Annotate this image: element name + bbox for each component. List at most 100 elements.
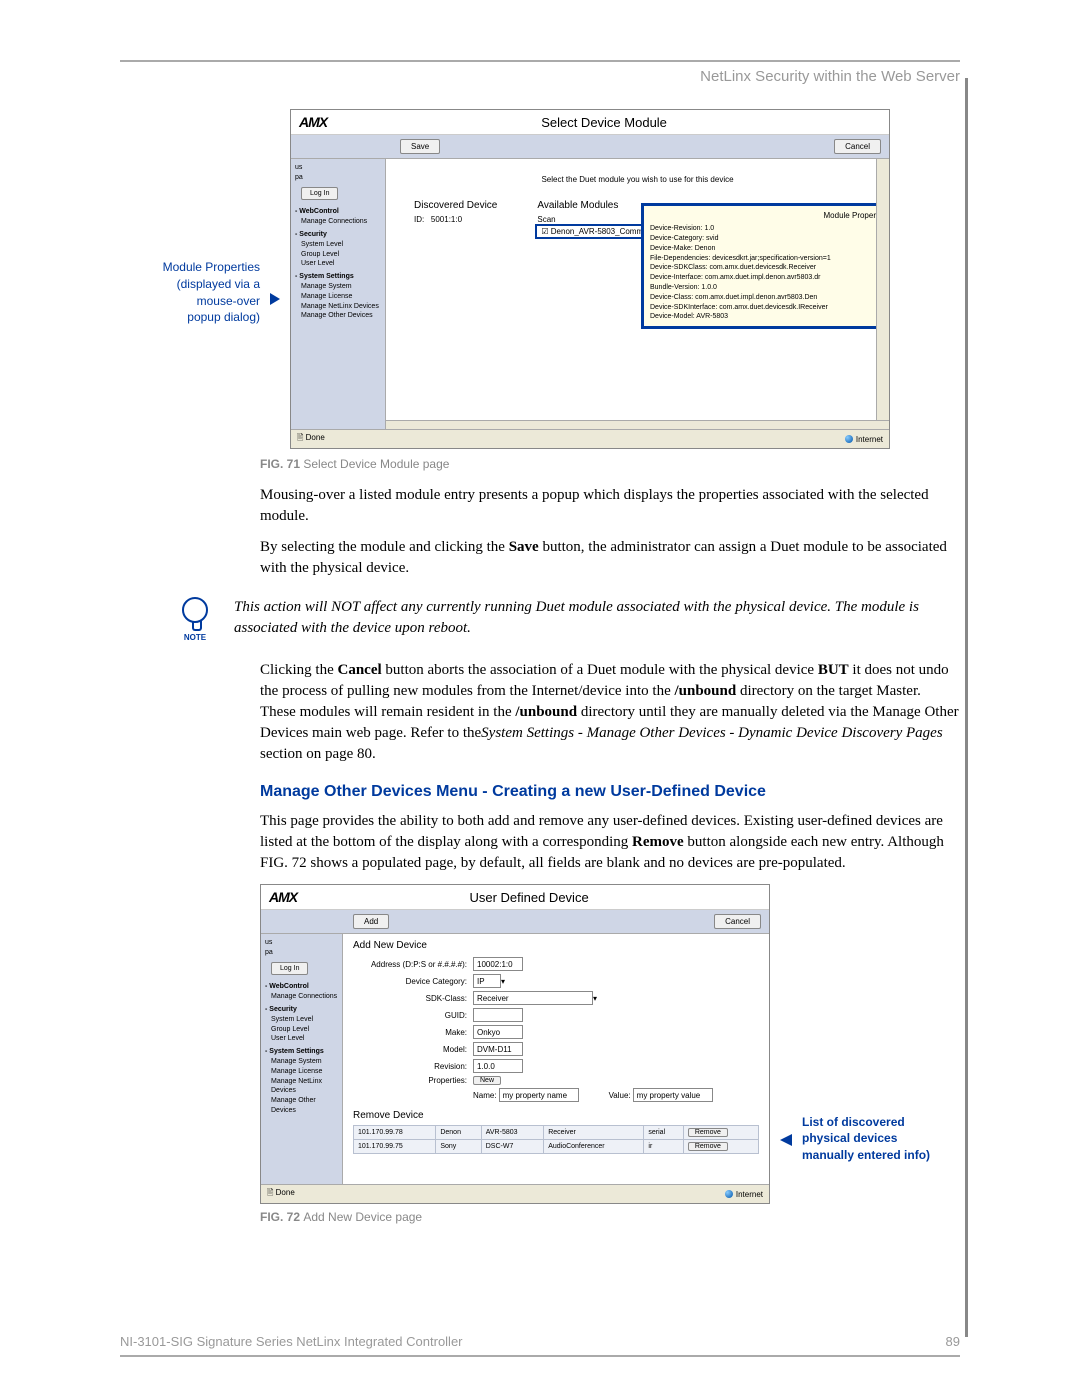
device-id: 5001:1:0 [431,215,462,224]
popup-line: Device-SDKClass: com.amx.duet.devicesdk.… [650,263,876,273]
callout-device-list: List of discovered physical devices manu… [802,1114,960,1164]
sidebar-item[interactable]: Manage Other Devices [265,1096,338,1116]
sidebar-cat[interactable]: - WebControl [295,207,381,217]
sidebar-item[interactable]: User Level [295,259,381,269]
scan-label: Scan [537,215,555,224]
lightbulb-icon [182,597,208,623]
callout-arrow-icon [780,1134,792,1146]
sidebar-item[interactable]: Group Level [265,1025,338,1035]
module-entry[interactable]: ☑ Denon_AVR-5803_Comm.jar [537,226,658,237]
callout-module-properties: Module Properties (displayed via a mouse… [120,259,260,326]
guid-input[interactable] [473,1008,523,1022]
main-panel: Select the Duet module you wish to use f… [386,159,889,433]
sidebar-cat[interactable]: - Security [265,1005,338,1015]
sidebar-item[interactable]: System Level [265,1015,338,1025]
callout-line: popup dialog) [120,309,260,326]
save-button[interactable]: Save [400,139,440,154]
popup-line: Device-Interface: com.amx.duet.impl.deno… [650,273,876,283]
module-properties-popup: Module Proper Device-Revision: 1.0 Devic… [643,205,883,327]
sidebar-item[interactable]: Manage Connections [265,992,338,1002]
figure-71-block: Module Properties (displayed via a mouse… [120,109,960,449]
login-button[interactable]: Log In [301,187,338,201]
callout-line: Module Properties [120,259,260,276]
add-new-device-title: Add New Device [353,940,759,951]
sidebar-cat[interactable]: - Security [295,230,381,240]
screenshot-select-device-module: AMX Select Device Module Save Cancel usp… [290,109,890,449]
make-input[interactable]: Onkyo [473,1025,523,1039]
body-paragraph: By selecting the module and clicking the… [260,537,960,579]
category-select[interactable]: IP [473,974,501,988]
page-shadow [965,78,968,1337]
popup-line: Device-SDKInterface: com.amx.duet.device… [650,303,876,313]
new-property-button[interactable]: New [473,1076,501,1085]
body-paragraph: Clicking the Cancel button aborts the as… [260,660,960,765]
status-internet: Internet [845,432,883,446]
sidebar-item[interactable]: Manage System [265,1057,338,1067]
figure-72-block: AMX User Defined Device Add Cancel uspa … [260,884,960,1204]
popup-line: Device-Category: svid [650,234,876,244]
sidebar-item[interactable]: Manage License [265,1067,338,1077]
table-row: 101.170.99.78DenonAVR-5803Receiverserial… [354,1126,759,1140]
callout-arrow-icon [270,293,280,305]
cancel-button[interactable]: Cancel [714,914,761,929]
revision-input[interactable]: 1.0.0 [473,1059,523,1073]
table-row: 101.170.99.75SonyDSC-W7AudioConferenceri… [354,1140,759,1154]
field-label: SDK-Class: [353,994,473,1003]
status-done: 🖹 Done [297,432,325,446]
remove-device-title: Remove Device [353,1110,759,1121]
scrollbar-vertical[interactable] [876,159,889,433]
body-paragraph: Mousing-over a listed module entry prese… [260,485,960,527]
field-label: Make: [353,1028,473,1037]
remove-button[interactable]: Remove [688,1142,728,1151]
sidebar-cat[interactable]: - System Settings [295,272,381,282]
note-block: NOTE This action will NOT affect any cur… [180,597,960,642]
sidebar-item[interactable]: User Level [265,1034,338,1044]
sidebar-item[interactable]: Group Level [295,250,381,260]
model-input[interactable]: DVM-D11 [473,1042,523,1056]
status-done: 🖹 Done [267,1187,295,1201]
sidebar-item[interactable]: Manage NetLinx Devices [265,1077,338,1097]
popup-line: Device-Revision: 1.0 [650,224,876,234]
prop-value-input[interactable]: my property value [633,1088,713,1102]
note-text: This action will NOT affect any currentl… [234,597,960,639]
page-number: 89 [946,1334,960,1349]
field-label: Revision: [353,1062,473,1071]
sidebar-item[interactable]: Manage Other Devices [295,311,381,321]
field-label: Properties: [353,1076,473,1085]
popup-line: Device-Model: AVR-5803 [650,312,876,322]
page-footer: NI-3101-SIG Signature Series NetLinx Int… [120,1334,960,1357]
add-button[interactable]: Add [353,914,389,929]
device-table: 101.170.99.78DenonAVR-5803Receiverserial… [353,1125,759,1154]
sidebar-item[interactable]: Manage License [295,292,381,302]
page-header: NetLinx Security within the Web Server [120,60,960,85]
login-button[interactable]: Log In [271,962,308,976]
popup-title: Module Proper [650,210,876,221]
field-label: Model: [353,1045,473,1054]
prop-name-input[interactable]: my property name [499,1088,579,1102]
popup-line: Device-Make: Denon [650,244,876,254]
remove-button[interactable]: Remove [688,1128,728,1137]
sidebar-cat[interactable]: - WebControl [265,982,338,992]
sdk-class-select[interactable]: Receiver [473,991,593,1005]
figure-72-caption: FIG. 72 Add New Device page [260,1210,960,1224]
form-panel: Add New Device Address (D:P:S or #.#.#.#… [343,934,769,1188]
sidebar-item[interactable]: Manage Connections [295,217,381,227]
screenshot-user-defined-device: AMX User Defined Device Add Cancel uspa … [260,884,770,1204]
sidebar-cat[interactable]: - System Settings [265,1047,338,1057]
amx-logo: AMX [299,114,327,130]
id-label: ID: [414,215,424,224]
sidebar-item[interactable]: Manage System [295,282,381,292]
field-label: Name: [473,1091,497,1100]
note-label: NOTE [180,633,210,642]
sidebar-item[interactable]: System Level [295,240,381,250]
figure-71-caption: FIG. 71 Select Device Module page [260,457,960,471]
sidebar-item[interactable]: Manage NetLinx Devices [295,302,381,312]
address-input[interactable]: 10002:1:0 [473,957,523,971]
section-heading: Manage Other Devices Menu - Creating a n… [260,783,960,801]
field-label: GUID: [353,1011,473,1020]
popup-line: File-Dependencies: devicesdkrt.jar;speci… [650,254,876,264]
window-title: User Defined Device [297,890,761,905]
cancel-button[interactable]: Cancel [834,139,881,154]
body-paragraph: This page provides the ability to both a… [260,811,960,874]
field-label: Device Category: [353,977,473,986]
